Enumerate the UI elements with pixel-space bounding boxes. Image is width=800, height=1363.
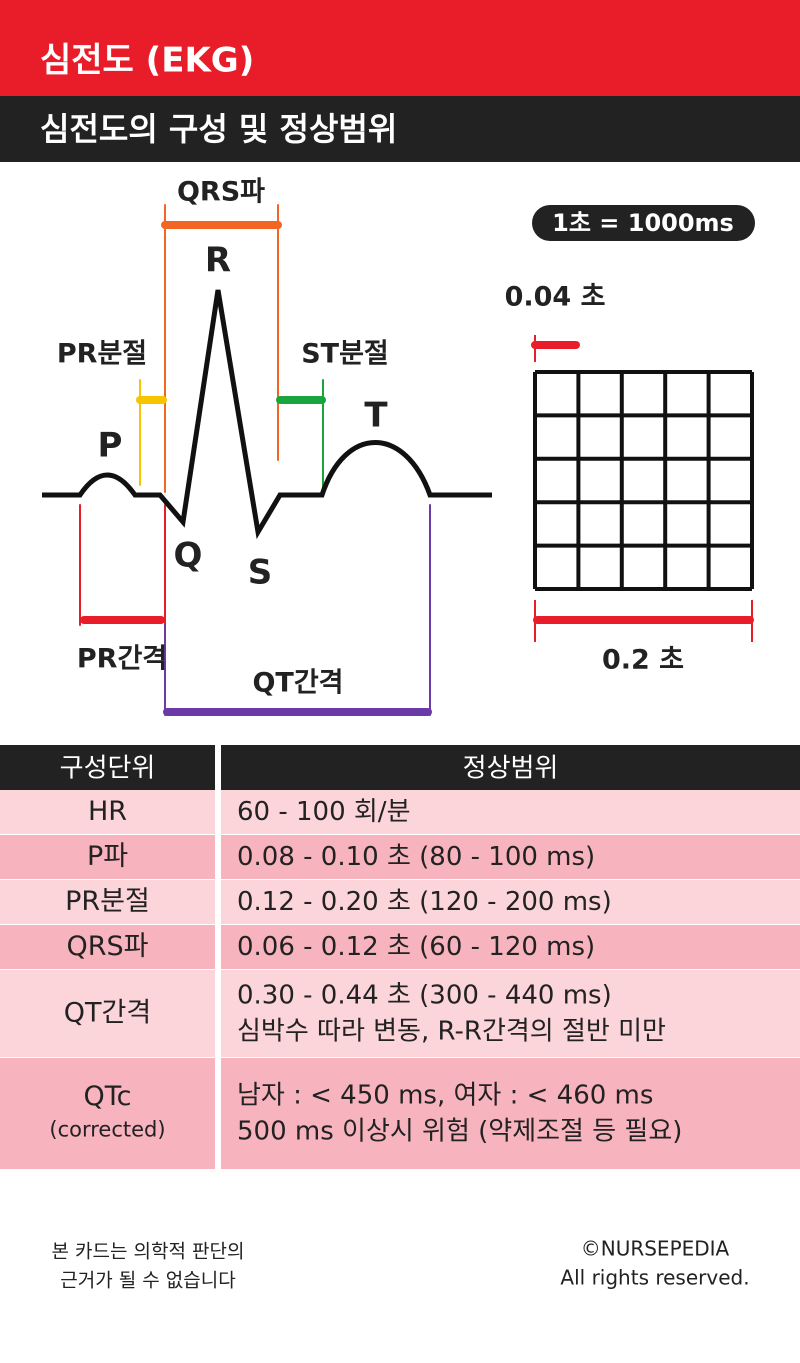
label: P — [98, 426, 123, 466]
range: 0.12 - 0.20 초 (120 - 200 ms) — [237, 887, 612, 917]
disclaimer: 근거가 될 수 없습니다 — [60, 1270, 235, 1292]
label: QRS파 — [177, 177, 265, 208]
range: 500 ms 이상시 위험 (약제조절 등 필요) — [237, 1117, 682, 1147]
row-bg — [221, 835, 800, 880]
label: R — [205, 241, 231, 281]
component: P파 — [87, 841, 128, 872]
row-bg — [0, 925, 215, 970]
range: 0.08 - 0.10 초 (80 - 100 ms) — [237, 842, 595, 872]
row-separator — [0, 834, 800, 835]
title: 심전도 (EKG) — [40, 41, 254, 81]
label: S — [248, 553, 273, 593]
row-bg — [221, 790, 800, 835]
label: T — [364, 396, 388, 436]
column-header: 정상범위 — [463, 754, 559, 784]
component: QRS파 — [67, 931, 149, 962]
component: PR분절 — [65, 886, 150, 917]
range: 60 - 100 회/분 — [237, 797, 411, 827]
subtitle-bar — [0, 96, 800, 162]
copyright: All rights reserved. — [560, 1266, 749, 1290]
range: 0.30 - 0.44 초 (300 - 440 ms) — [237, 981, 612, 1011]
row-bg — [221, 970, 800, 1058]
label: PR분절 — [57, 339, 147, 370]
ekg-waveform — [42, 289, 492, 540]
label: 0.04 초 — [505, 282, 606, 313]
row-bg — [0, 835, 215, 880]
scale-label: 1초 = 1000ms — [552, 209, 734, 237]
label: ST분절 — [301, 339, 389, 370]
copyright: ©NURSEPEDIA — [581, 1237, 730, 1261]
row-separator — [0, 1169, 800, 1170]
label: PR간격 — [77, 644, 167, 675]
row-bg — [0, 970, 215, 1058]
row-separator — [0, 924, 800, 925]
label: Q — [174, 536, 203, 576]
range: 심박수 따라 변동, R-R간격의 절반 미만 — [237, 1017, 666, 1047]
component: QTc — [83, 1081, 131, 1112]
scale-pill — [532, 205, 755, 241]
ekg-diagram — [42, 204, 492, 716]
row-bg — [221, 925, 800, 970]
row-separator — [0, 879, 800, 880]
column-header: 구성단위 — [60, 754, 156, 784]
table: 구성단위 정상범위 HR 60 - 100 회/분 P파 0.08 - 0.10 초 (8… — [0, 745, 800, 1170]
label: 0.2 초 — [602, 645, 684, 676]
component: (corrected) — [49, 1118, 165, 1142]
header-bar — [0, 0, 800, 96]
column-gap — [215, 745, 221, 790]
row-bg — [221, 880, 800, 925]
row-bg — [0, 790, 215, 835]
table-header — [0, 745, 800, 790]
label: QT간격 — [252, 668, 343, 699]
ekg-paper — [531, 205, 755, 642]
disclaimer: 본 카드는 의학적 판단의 — [52, 1241, 245, 1263]
range: 0.06 - 0.12 초 (60 - 120 ms) — [237, 932, 595, 962]
subtitle: 심전도의 구성 및 정상범위 — [40, 110, 397, 148]
component: HR — [88, 796, 127, 827]
row-bg — [221, 1058, 800, 1170]
row-separator — [0, 969, 800, 970]
range: 남자 : < 450 ms, 여자 : < 460 ms — [237, 1081, 653, 1111]
component: QT간격 — [64, 998, 151, 1029]
row-bg — [0, 880, 215, 925]
grid — [533, 370, 754, 591]
row-bg — [0, 1058, 215, 1170]
row-separator — [0, 1057, 800, 1058]
